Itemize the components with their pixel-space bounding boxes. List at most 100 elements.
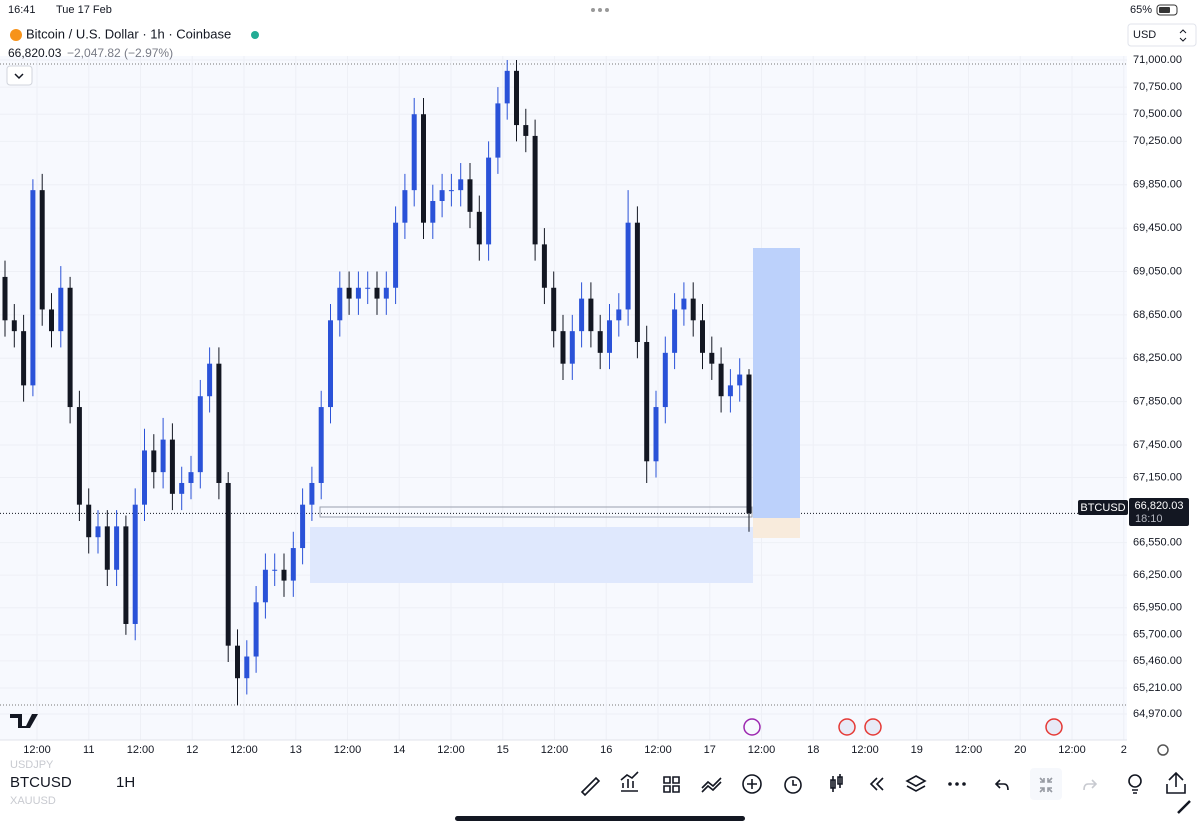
- y-tick-label: 66,550.00: [1133, 537, 1182, 549]
- candle-body: [411, 114, 417, 191]
- candle-body: [541, 244, 547, 288]
- candle-body: [560, 331, 566, 364]
- candle-body: [253, 602, 259, 657]
- pencil[interactable]: [1177, 800, 1191, 814]
- interval[interactable]: 1H: [116, 774, 135, 791]
- x-tick-label: 15: [497, 744, 509, 756]
- x-tick-label: 12:00: [437, 744, 465, 756]
- candle-body: [337, 287, 343, 321]
- battery-icon: [1156, 4, 1178, 16]
- alert[interactable]: [784, 776, 802, 794]
- settings[interactable]: [1157, 744, 1169, 756]
- candle-body: [67, 287, 73, 408]
- layouts[interactable]: [663, 776, 680, 793]
- indicators[interactable]: [620, 771, 639, 792]
- share[interactable]: [1166, 771, 1186, 794]
- undo[interactable]: [994, 779, 1009, 791]
- candle-body: [355, 287, 361, 299]
- candle-body: [607, 320, 612, 353]
- candle-body: [169, 439, 175, 494]
- candle-body: [30, 190, 36, 386]
- candle-body: [681, 298, 687, 310]
- candle-body: [11, 320, 17, 332]
- range-box: [319, 506, 753, 518]
- clock: 16:41: [8, 4, 36, 16]
- x-tick-label: 17: [704, 744, 716, 756]
- x-tick-label: 19: [911, 744, 923, 756]
- candle-body: [746, 374, 752, 514]
- candle-body: [532, 135, 538, 245]
- y-tick-label: 69,050.00: [1133, 265, 1182, 277]
- candle-body: [123, 526, 129, 624]
- add[interactable]: [742, 774, 762, 794]
- us-event[interactable]: [864, 718, 882, 736]
- candle-body: [216, 363, 222, 483]
- replay[interactable]: [869, 777, 884, 791]
- candle-body: [262, 569, 268, 603]
- candle-body: [634, 222, 640, 342]
- more[interactable]: [948, 782, 966, 786]
- zone: [310, 527, 753, 583]
- ideas[interactable]: [1128, 774, 1142, 788]
- candle-body: [588, 298, 594, 332]
- candle-body: [662, 352, 668, 408]
- candle-body: [467, 179, 473, 212]
- x-tick-label: 12:00: [851, 744, 879, 756]
- candle-body: [151, 450, 157, 473]
- candles: [2, 60, 752, 706]
- us-event[interactable]: [838, 718, 856, 736]
- x-tick-label: 16: [600, 744, 612, 756]
- home-indicator[interactable]: [455, 816, 745, 821]
- candle-body: [2, 276, 8, 321]
- candle-body: [393, 222, 399, 288]
- layers[interactable]: [905, 775, 927, 792]
- target-zone: [753, 248, 800, 518]
- us-event[interactable]: [1045, 718, 1063, 736]
- multitask-dots[interactable]: [591, 8, 609, 12]
- candle-body: [225, 482, 231, 646]
- x-tick-label: 12:00: [127, 744, 155, 756]
- y-tick-label: 70,250.00: [1133, 135, 1182, 147]
- candle-body: [653, 407, 659, 462]
- y-tick-label: 70,500.00: [1133, 108, 1182, 120]
- y-tick-label: 68,250.00: [1133, 352, 1182, 364]
- event-icon[interactable]: [743, 718, 761, 736]
- candle-body: [690, 298, 696, 321]
- x-tick-label: 12:00: [644, 744, 672, 756]
- symbol-faded[interactable]: XAUUSD: [10, 795, 56, 807]
- candle-body: [300, 504, 306, 549]
- candle-body: [207, 363, 213, 397]
- symbol-title[interactable]: Bitcoin / U.S. Dollar · 1h · Coinbase: [26, 26, 231, 41]
- x-tick-label: 12:00: [955, 744, 983, 756]
- symbol-tag-text: BTCUSD: [1080, 502, 1125, 514]
- collapse-button[interactable]: [6, 65, 33, 86]
- candle-body: [49, 309, 54, 332]
- candle-body: [495, 103, 501, 158]
- candle-body: [486, 157, 492, 245]
- candle-body: [235, 645, 240, 679]
- y-tick-label: 65,460.00: [1133, 655, 1182, 667]
- candle-body: [569, 331, 575, 364]
- candle-body: [421, 114, 426, 223]
- y-tick-label: 65,950.00: [1133, 602, 1182, 614]
- symbol-tag: [1078, 500, 1128, 515]
- currency-button[interactable]: [1127, 23, 1197, 47]
- x-tick-label: 12:00: [230, 744, 258, 756]
- y-tick-label: 65,210.00: [1133, 682, 1182, 694]
- redo[interactable]: [1083, 779, 1098, 791]
- y-tick-label: 69,850.00: [1133, 179, 1182, 191]
- compare[interactable]: [701, 777, 722, 793]
- toolbar-symbol[interactable]: BTCUSD: [10, 774, 72, 791]
- price-tag: [1129, 498, 1189, 526]
- draw-tool[interactable]: [580, 776, 601, 797]
- symbol-faded[interactable]: USDJPY: [10, 759, 54, 771]
- chevron: [14, 73, 24, 80]
- date: Tue 17 Feb: [56, 4, 112, 16]
- candle-body: [514, 70, 519, 126]
- candle-body: [737, 374, 743, 386]
- candle-body: [328, 320, 333, 408]
- header-change: −2,047.82 (−2.97%): [67, 46, 173, 60]
- chart-type[interactable]: [830, 774, 843, 792]
